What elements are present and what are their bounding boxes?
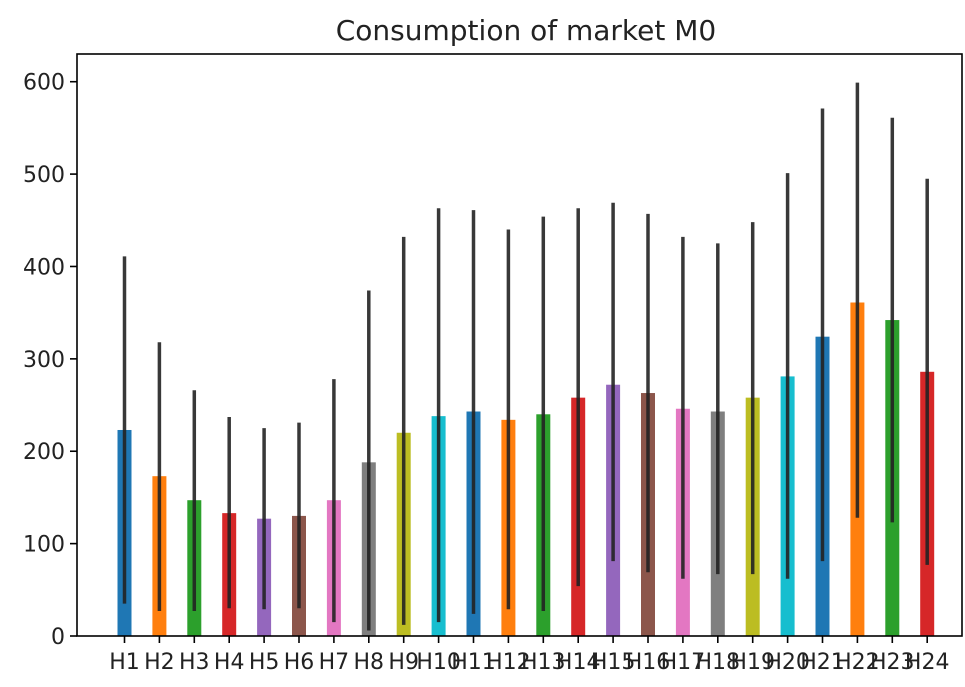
x-tick-label: H9: [388, 650, 419, 675]
y-tick-label: 500: [23, 163, 65, 188]
y-tick-label: 0: [51, 625, 65, 650]
x-tick-label: H23: [870, 650, 915, 675]
y-tick-label: 200: [23, 440, 65, 465]
x-tick-label: H5: [249, 650, 280, 675]
x-tick-label: H8: [354, 650, 385, 675]
x-tick-label: H6: [284, 650, 315, 675]
y-tick-label: 600: [23, 71, 65, 96]
x-tick-label: H20: [765, 650, 810, 675]
x-tick-label: H18: [696, 650, 741, 675]
x-tick-label: H22: [835, 650, 880, 675]
x-tick-label: H12: [486, 650, 531, 675]
x-tick-label: H15: [591, 650, 636, 675]
x-tick-label: H16: [626, 650, 671, 675]
x-tick-label: H4: [214, 650, 245, 675]
chart-title: Consumption of market M0: [336, 14, 716, 47]
plot-area: 0 100 200 300 400 500 600 H1 H2 H3 H4 H5 H6 H7 H8 H9H10…: [23, 53, 963, 675]
x-tick-label: H10: [416, 650, 461, 675]
x-tick-label: H1: [109, 650, 140, 675]
x-tick-label: H17: [661, 650, 706, 675]
x-tick-label: H3: [179, 650, 210, 675]
x-tick-label: H13: [521, 650, 566, 675]
y-tick-label: 400: [23, 255, 65, 280]
x-tick-label: H19: [730, 650, 775, 675]
x-tick-label: H2: [144, 650, 175, 675]
x-tick-label: H24: [905, 650, 950, 675]
y-tick-label: 100: [23, 533, 65, 558]
x-tick-label: H21: [800, 650, 845, 675]
y-tick-label: 300: [23, 348, 65, 373]
x-tick-label: H11: [451, 650, 496, 675]
axes-frame: [76, 53, 963, 637]
x-tick-label: H7: [319, 650, 350, 675]
x-tick-label: H14: [556, 650, 601, 675]
